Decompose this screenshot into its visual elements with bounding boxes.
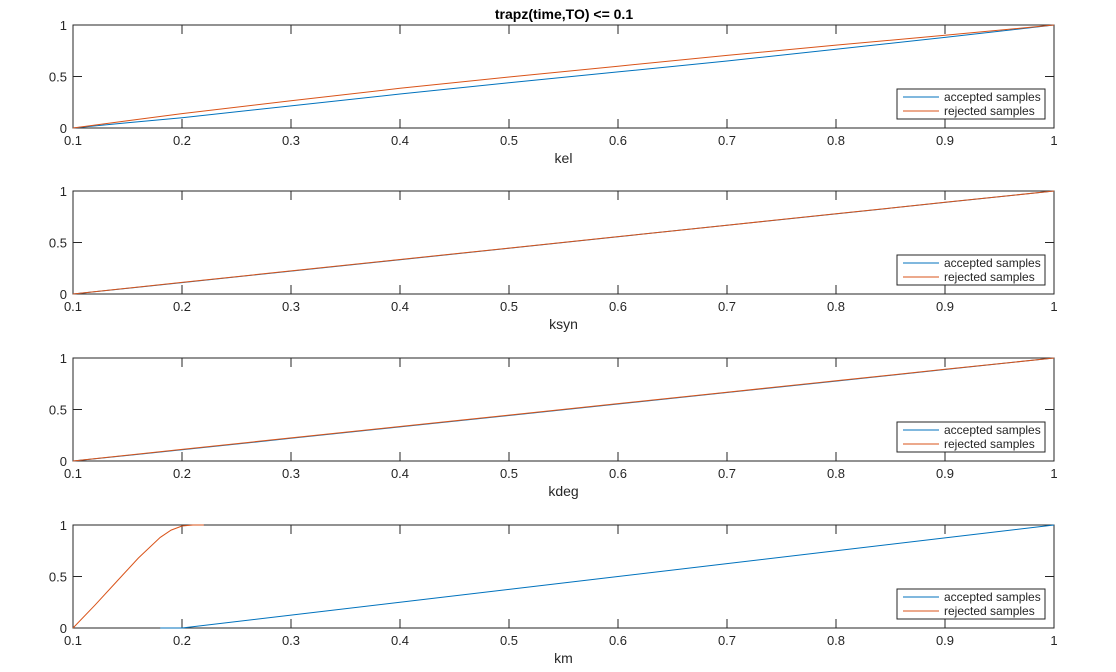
- legend-box: [896, 588, 1046, 620]
- subplot-kel: 0.1 0.2 0.3 0.4 0.5 0.6 0.7 0.8 0.9 1 0 0.5 1 kel acce…: [49, 18, 1058, 166]
- x-tick-label: 0.2: [173, 633, 191, 648]
- legend-box: [896, 254, 1046, 286]
- x-tick-label: 0.6: [609, 299, 627, 314]
- x-tick-label: 0.1: [64, 299, 82, 314]
- x-tick-label: 1: [1050, 133, 1057, 148]
- x-tick-label: 1: [1050, 466, 1057, 481]
- axes-box: [72, 24, 1055, 129]
- y-tick-label: 0: [60, 621, 67, 636]
- legend-entry: accepted samples: [944, 256, 1041, 270]
- x-tick-label: 0.1: [64, 133, 82, 148]
- x-tick-label: 0.3: [282, 133, 300, 148]
- x-tick-label: 0.5: [500, 466, 518, 481]
- subplots: 0.1 0.2 0.3 0.4 0.5 0.6 0.7 0.8 0.9 1 0 0.5 1 kel acce…: [49, 18, 1058, 666]
- x-axis-label: ksyn: [549, 316, 578, 332]
- x-tick-label: 0.8: [827, 133, 845, 148]
- x-tick-label: 0.1: [64, 633, 82, 648]
- series-line-rejected: [72, 524, 204, 629]
- x-tick-label: 0.9: [936, 299, 954, 314]
- x-tick-label: 0.6: [609, 466, 627, 481]
- series-line-accepted: [160, 524, 1055, 629]
- x-tick-label: 0.3: [282, 299, 300, 314]
- x-tick-label: 0.3: [282, 466, 300, 481]
- series-line-rejected: [72, 190, 1055, 295]
- legend-entry: rejected samples: [944, 437, 1035, 451]
- x-tick-label: 0.4: [391, 299, 409, 314]
- x-tick-label: 0.2: [173, 133, 191, 148]
- series-line-rejected: [72, 24, 1055, 129]
- x-tick-label: 1: [1050, 299, 1057, 314]
- series-line-accepted: [72, 24, 1055, 129]
- y-tick-label: 0: [60, 121, 67, 136]
- axes-box: [72, 524, 1055, 629]
- x-tick-label: 0.4: [391, 133, 409, 148]
- y-tick-label: 0: [60, 287, 67, 302]
- y-tick-label: 1: [60, 351, 67, 366]
- subplot-kdeg: 0.1 0.2 0.3 0.4 0.5 0.6 0.7 0.8 0.9 1 0 0.5 1 kdeg acc…: [49, 351, 1058, 499]
- y-tick-label: 0.5: [49, 570, 67, 585]
- x-tick-label: 0.7: [718, 466, 736, 481]
- x-axis-label: kdeg: [548, 483, 578, 499]
- x-tick-label: 0.9: [936, 466, 954, 481]
- subplot-ksyn: 0.1 0.2 0.3 0.4 0.5 0.6 0.7 0.8 0.9 1 0 0.5 1 ksyn acc…: [49, 184, 1058, 332]
- x-tick-label: 0.4: [391, 633, 409, 648]
- y-tick-label: 1: [60, 518, 67, 533]
- figure-title: trapz(time,TO) <= 0.1: [495, 6, 633, 22]
- x-tick-label: 0.2: [173, 299, 191, 314]
- x-tick-label: 0.5: [500, 133, 518, 148]
- legend-entry: accepted samples: [944, 423, 1041, 437]
- x-tick-label: 0.8: [827, 633, 845, 648]
- x-tick-label: 0.6: [609, 133, 627, 148]
- x-tick-label: 0.5: [500, 633, 518, 648]
- y-tick-label: 1: [60, 184, 67, 199]
- x-tick-label: 0.4: [391, 466, 409, 481]
- subplot-km: 0.1 0.2 0.3 0.4 0.5 0.6 0.7 0.8 0.9 1 0 0.5 1 km accep…: [49, 518, 1058, 666]
- x-axis-label: km: [554, 650, 573, 666]
- legend-box: [896, 421, 1046, 453]
- x-tick-label: 0.7: [718, 299, 736, 314]
- x-tick-label: 0.7: [718, 133, 736, 148]
- legend-entry: accepted samples: [944, 590, 1041, 604]
- x-tick-label: 0.5: [500, 299, 518, 314]
- x-tick-label: 0.6: [609, 633, 627, 648]
- x-tick-label: 0.1: [64, 466, 82, 481]
- legend-box: [896, 88, 1046, 120]
- x-axis-label: kel: [555, 150, 573, 166]
- y-tick-label: 1: [60, 18, 67, 33]
- x-tick-label: 0.8: [827, 299, 845, 314]
- legend-entry: rejected samples: [944, 270, 1035, 284]
- x-tick-label: 0.9: [936, 633, 954, 648]
- legend-entry: rejected samples: [944, 604, 1035, 618]
- legend-entry: accepted samples: [944, 90, 1041, 104]
- x-tick-label: 0.3: [282, 633, 300, 648]
- x-tick-label: 0.2: [173, 466, 191, 481]
- x-tick-label: 0.7: [718, 633, 736, 648]
- x-tick-label: 0.8: [827, 466, 845, 481]
- y-tick-label: 0.5: [49, 403, 67, 418]
- series-line-rejected: [72, 357, 1055, 462]
- legend-entry: rejected samples: [944, 104, 1035, 118]
- y-tick-label: 0: [60, 454, 67, 469]
- y-tick-label: 0.5: [49, 70, 67, 85]
- x-tick-label: 1: [1050, 633, 1057, 648]
- x-tick-label: 0.9: [936, 133, 954, 148]
- y-tick-label: 0.5: [49, 236, 67, 251]
